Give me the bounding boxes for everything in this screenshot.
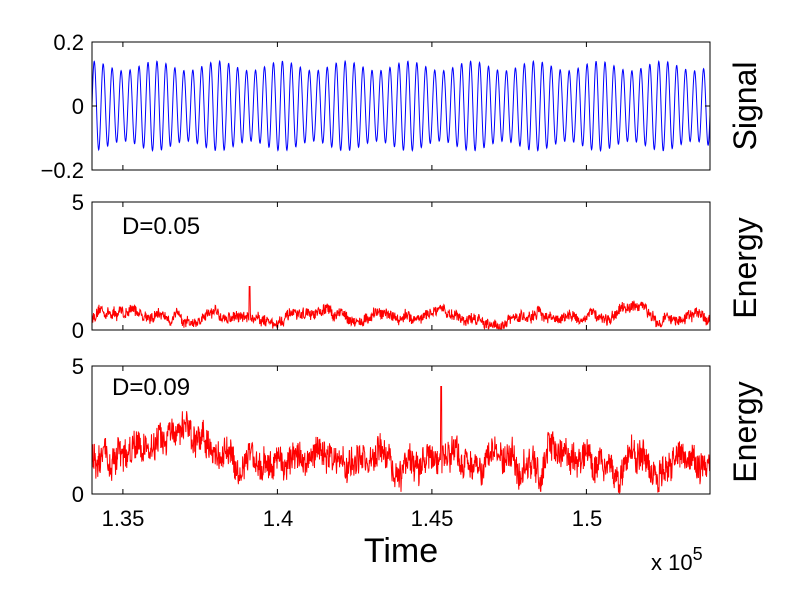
energy-d009-x-ticks — [122, 366, 587, 494]
energy-d005-y-ticks — [92, 201, 710, 331]
signal-ytick-label-bottom: −0.2 — [41, 158, 84, 183]
energy-d005-ylabel: Energy — [727, 217, 763, 318]
signal-y-ticks — [92, 41, 710, 171]
energy-d005-series-line — [91, 285, 711, 331]
signal-panel: 0.2 0 −0.2 Signal — [41, 30, 763, 183]
energy-d009-y-ticks — [92, 365, 710, 495]
energy-d009-axes-frame — [91, 365, 711, 495]
energy-d009-ytick-label-bottom: 0 — [72, 482, 84, 507]
x-multiplier-base: x 10 — [651, 550, 693, 575]
energy-d009-annotation: D=0.09 — [112, 374, 190, 401]
energy-panel-d005: 5 0 D=0.05 Energy — [72, 190, 763, 343]
x-axis-label: Time — [364, 532, 438, 570]
energy-d009-ylabel: Energy — [727, 381, 763, 482]
energy-d005-ytick-label-top: 5 — [72, 190, 84, 215]
xtick-label-1-35: 1.35 — [102, 506, 145, 531]
energy-d009-ytick-label-top: 5 — [72, 354, 84, 379]
x-multiplier: x 105 — [651, 544, 703, 575]
xtick-label-1-45: 1.45 — [411, 506, 454, 531]
signal-x-ticks — [122, 42, 587, 170]
signal-ytick-label-mid: 0 — [72, 94, 84, 119]
energy-d005-annotation: D=0.05 — [122, 213, 200, 240]
xtick-label-1-4: 1.4 — [263, 506, 294, 531]
signal-series-line — [91, 59, 711, 153]
energy-panel-d009: 5 0 D=0.09 Energy 1.35 1.4 1.45 1.5 Time… — [72, 354, 763, 575]
energy-d005-axes-frame — [91, 201, 711, 331]
energy-d005-x-ticks — [122, 202, 587, 330]
x-multiplier-exponent: 5 — [693, 544, 703, 564]
signal-ylabel: Signal — [727, 62, 763, 151]
energy-d009-series-line — [91, 385, 711, 495]
xtick-label-1-5: 1.5 — [572, 506, 603, 531]
energy-d005-ytick-label-bottom: 0 — [72, 318, 84, 343]
signal-ytick-label-top: 0.2 — [53, 30, 84, 55]
